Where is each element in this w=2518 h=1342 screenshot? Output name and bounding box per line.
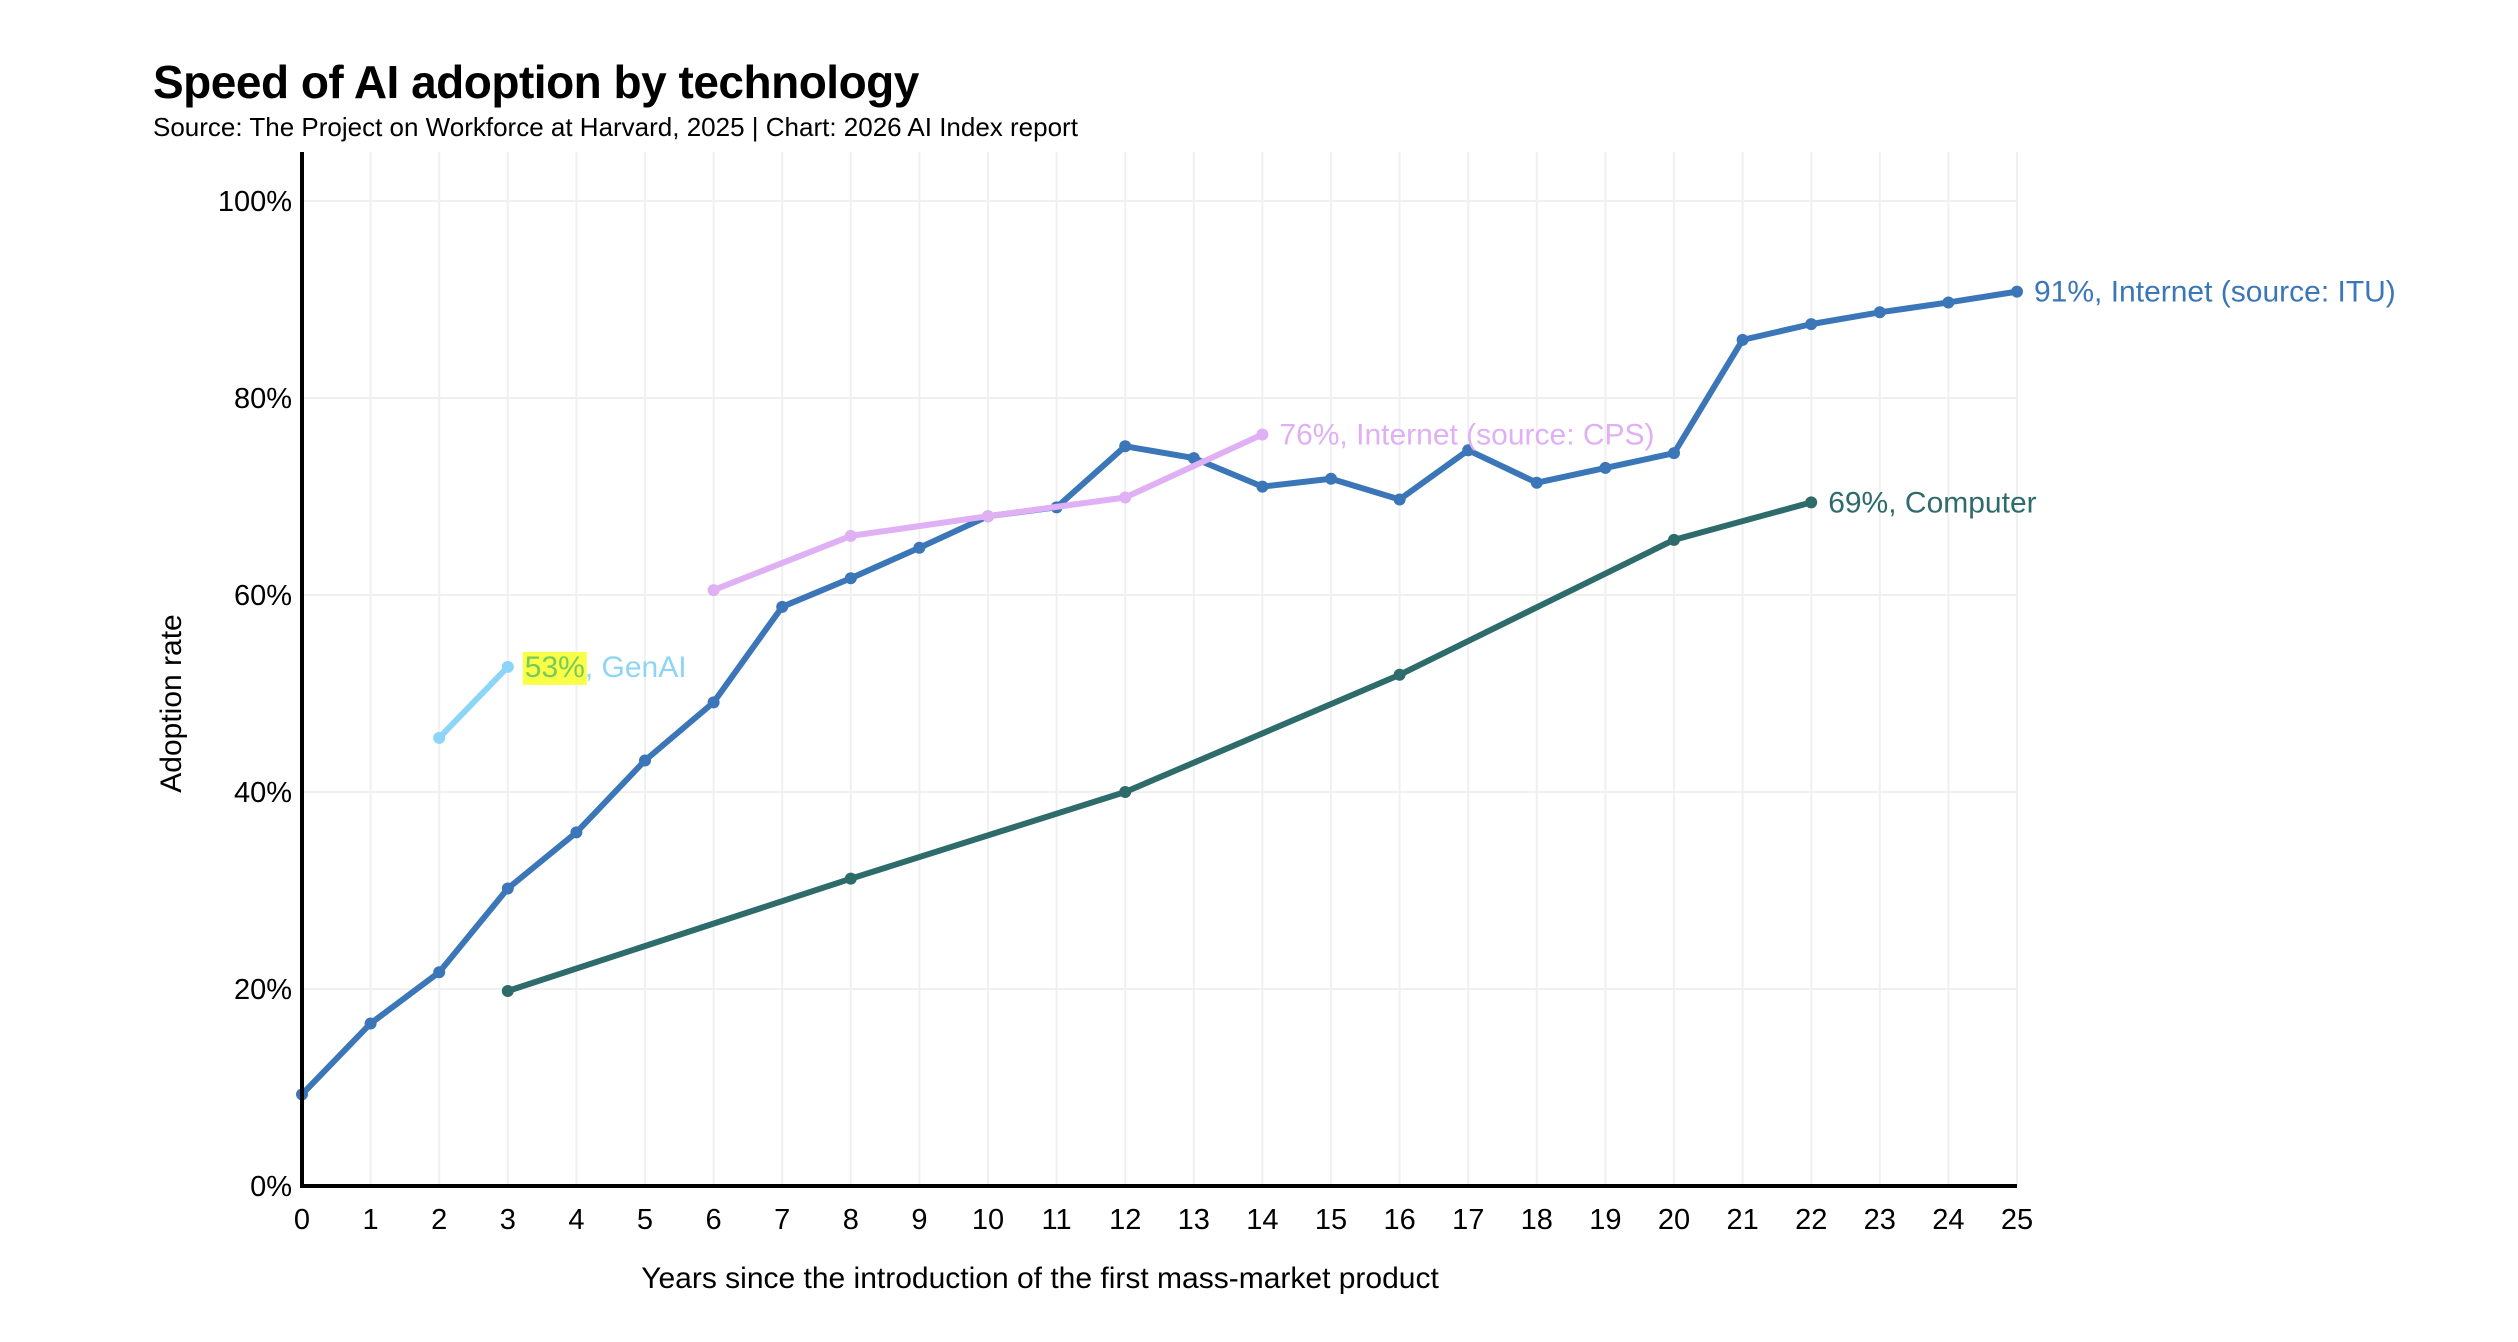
- data-point: [1530, 476, 1543, 489]
- x-tick-label: 1: [363, 1204, 379, 1236]
- data-point: [1393, 493, 1406, 506]
- series-label-internet-source-cps: 76%, Internet (source: CPS): [1279, 418, 1654, 451]
- data-point: [844, 529, 857, 542]
- data-point: [844, 872, 857, 885]
- data-point: [364, 1017, 377, 1030]
- data-point: [707, 584, 720, 597]
- series-internet-source-itu: [296, 285, 2023, 1101]
- x-tick-label: 21: [1726, 1204, 1758, 1236]
- y-tick-labels: 0% 20% 40% 60% 80% 100%: [218, 186, 292, 1203]
- data-point: [570, 826, 583, 839]
- x-tick-label: 19: [1589, 1204, 1621, 1236]
- y-tick-label: 40%: [234, 777, 292, 809]
- data-point: [1805, 318, 1818, 331]
- data-point: [501, 882, 514, 895]
- series-labels: 91%, Internet (source: ITU) 76%, Internet…: [522, 276, 2396, 685]
- series-line: [299, 288, 2020, 1098]
- data-point: [1668, 447, 1680, 460]
- data-point: [501, 984, 514, 997]
- data-point: [1187, 452, 1200, 465]
- x-tick-label: 24: [1932, 1204, 1964, 1236]
- x-tick-label: 13: [1178, 1204, 1210, 1236]
- x-tick-label: 22: [1795, 1204, 1827, 1236]
- data-point: [1942, 296, 1955, 309]
- series-genai: [433, 660, 514, 744]
- x-tick-label: 14: [1246, 1204, 1278, 1236]
- x-tick-labels: 0 1 2 3 4 5 6 7 8 9 10 11 12 13 14 15 16 17 18 19 20 21 22 23 24…: [294, 1204, 2033, 1236]
- series-internet-source-cps: [707, 428, 1269, 597]
- chart-title: Speed of AI adoption by technology: [153, 56, 919, 108]
- x-axis-title: Years since the introduction of the firs…: [641, 1262, 1439, 1295]
- data-point: [1873, 306, 1886, 319]
- data-point: [1256, 428, 1269, 441]
- data-point: [1256, 480, 1269, 493]
- axes: [300, 152, 2017, 1188]
- data-point: [1119, 786, 1132, 798]
- series-label-internet-source-itu: 91%, Internet (source: ITU): [2034, 276, 2396, 309]
- series-line: [504, 499, 1815, 994]
- data-point: [707, 696, 720, 709]
- data-point: [913, 541, 926, 554]
- y-tick-label: 80%: [234, 383, 292, 415]
- data-point: [1393, 668, 1406, 681]
- x-tick-label: 20: [1658, 1204, 1690, 1236]
- x-tick-label: 9: [911, 1204, 927, 1236]
- x-tick-label: 18: [1521, 1204, 1553, 1236]
- y-axis-title: Adoption rate: [155, 614, 188, 792]
- data-point: [1668, 533, 1680, 546]
- value-highlight: [522, 651, 587, 685]
- chart-subtitle: Source: The Project on Workforce at Harv…: [153, 112, 1078, 142]
- x-tick-label: 4: [568, 1204, 584, 1236]
- data-point: [1119, 491, 1132, 504]
- data-point: [776, 600, 789, 613]
- x-tick-label: 5: [637, 1204, 653, 1236]
- data-point: [433, 731, 446, 744]
- x-tick-label: 2: [431, 1204, 447, 1236]
- gridlines: [301, 152, 2018, 1187]
- highlighted-value: 53%: [525, 651, 585, 684]
- series-line: [436, 663, 511, 741]
- x-tick-label: 7: [774, 1204, 790, 1236]
- data-point: [1119, 440, 1132, 453]
- data-point: [501, 660, 514, 673]
- y-tick-label: 20%: [234, 974, 292, 1006]
- y-tick-label: 100%: [218, 186, 292, 218]
- data-point: [433, 966, 446, 979]
- y-tick-label: 60%: [234, 580, 292, 612]
- data-point: [844, 572, 857, 585]
- data-point: [2011, 285, 2023, 298]
- y-tick-label: 0%: [250, 1171, 292, 1203]
- x-tick-label: 6: [706, 1204, 722, 1236]
- x-tick-label: 0: [294, 1204, 310, 1236]
- x-tick-label: 16: [1383, 1204, 1415, 1236]
- x-tick-label: 3: [500, 1204, 516, 1236]
- series-layer: [296, 285, 2023, 1101]
- data-point: [982, 510, 994, 523]
- series-label-genai: 53%, GenAI: [525, 651, 687, 684]
- data-point: [1599, 461, 1612, 474]
- x-tick-label: 17: [1452, 1204, 1484, 1236]
- series-label-computer: 69%, Computer: [1828, 486, 2036, 519]
- data-point: [1805, 496, 1818, 509]
- series-computer: [501, 496, 1818, 997]
- x-tick-label: 8: [843, 1204, 859, 1236]
- data-point: [1325, 472, 1337, 485]
- data-point: [1736, 333, 1749, 346]
- x-tick-label: 23: [1864, 1204, 1896, 1236]
- x-tick-label: 11: [1042, 1204, 1072, 1236]
- x-tick-label: 12: [1109, 1204, 1141, 1236]
- x-tick-label: 10: [972, 1204, 1004, 1236]
- x-tick-label: 15: [1315, 1204, 1347, 1236]
- x-tick-label: 25: [2001, 1204, 2033, 1236]
- data-point: [639, 754, 651, 767]
- data-point: [1462, 444, 1475, 457]
